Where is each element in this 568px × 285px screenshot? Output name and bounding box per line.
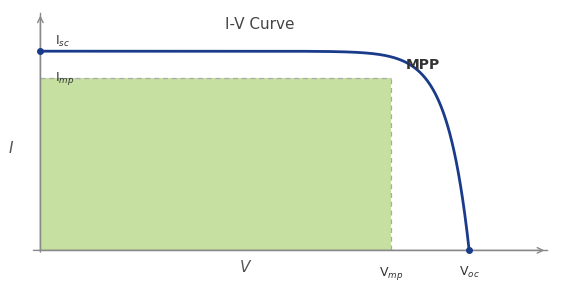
Text: V$_{mp}$: V$_{mp}$	[379, 265, 403, 282]
Bar	[40, 78, 391, 251]
Text: I$_{sc}$: I$_{sc}$	[55, 34, 70, 49]
Text: V: V	[240, 260, 250, 275]
Text: I: I	[9, 141, 14, 156]
Text: V$_{oc}$: V$_{oc}$	[459, 265, 479, 280]
Text: I$_{mp}$: I$_{mp}$	[55, 70, 74, 87]
Text: I-V Curve: I-V Curve	[225, 17, 294, 32]
Text: MPP: MPP	[406, 58, 440, 72]
